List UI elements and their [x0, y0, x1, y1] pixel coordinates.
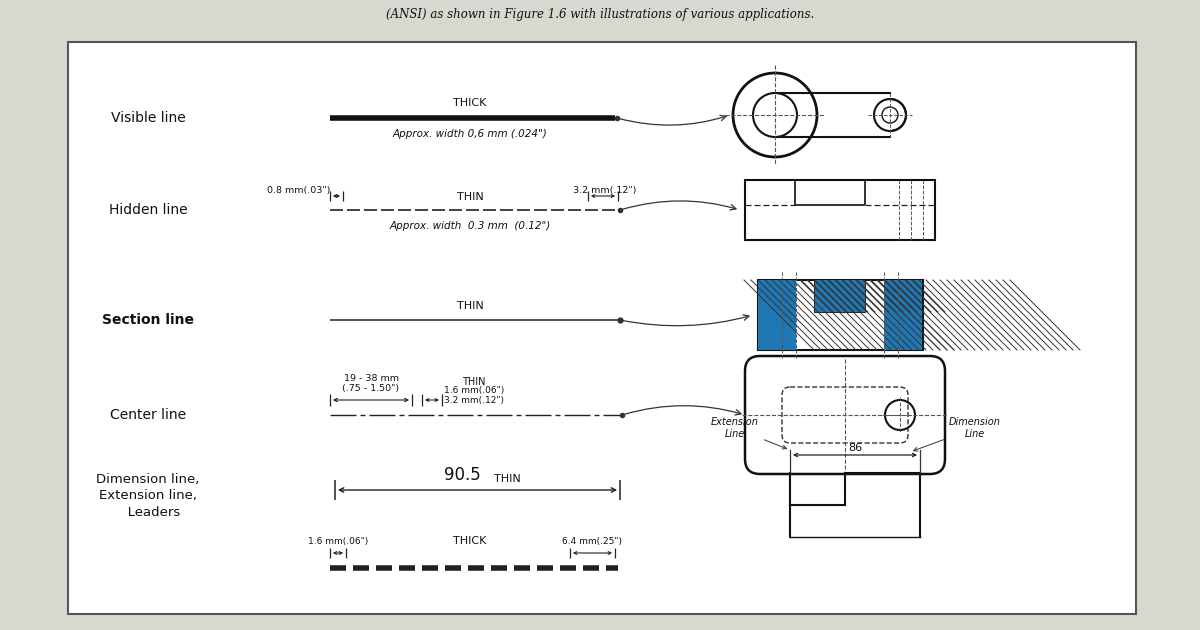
Text: Extension
Line: Extension Line	[712, 418, 786, 449]
Bar	[815, 280, 865, 312]
Text: THIN: THIN	[494, 474, 521, 484]
FancyBboxPatch shape	[782, 387, 908, 443]
Text: 1.6 mm(.06"): 1.6 mm(.06")	[308, 537, 368, 546]
Text: Extension line,: Extension line,	[98, 488, 197, 501]
Text: 90.5: 90.5	[444, 466, 481, 484]
Bar	[758, 280, 796, 350]
Text: THIN: THIN	[462, 377, 486, 387]
Text: Dimension
Line: Dimension Line	[913, 418, 1001, 451]
Bar	[815, 280, 865, 312]
Bar	[745, 180, 935, 240]
Text: Section line: Section line	[102, 313, 194, 327]
Text: Dimension line,: Dimension line,	[96, 474, 199, 486]
Bar	[68, 42, 1136, 614]
Text: Center line: Center line	[110, 408, 186, 422]
Text: Visible line: Visible line	[110, 111, 185, 125]
Text: 6.4 mm(.25"): 6.4 mm(.25")	[563, 537, 623, 546]
Text: THIN: THIN	[457, 192, 484, 202]
Text: 19 - 38 mm
(.75 - 1.50"): 19 - 38 mm (.75 - 1.50")	[342, 374, 400, 393]
Text: Hidden line: Hidden line	[109, 203, 187, 217]
Bar	[758, 280, 923, 350]
Text: THICK: THICK	[454, 536, 487, 546]
Bar	[884, 280, 922, 350]
Text: (ANSI) as shown in Figure 1.6 with illustrations of various applications.: (ANSI) as shown in Figure 1.6 with illus…	[386, 8, 814, 21]
Text: THICK: THICK	[454, 98, 487, 108]
Text: Approx. width 0,6 mm (.024"): Approx. width 0,6 mm (.024")	[392, 129, 547, 139]
Text: Approx. width  0.3 mm  (0.12"): Approx. width 0.3 mm (0.12")	[389, 221, 551, 231]
Text: Leaders: Leaders	[115, 505, 181, 518]
Text: 3.2 mm(.12"): 3.2 mm(.12")	[444, 396, 504, 405]
Text: 0.8 mm(.03"): 0.8 mm(.03")	[266, 185, 334, 195]
Text: 3.2 mm(.12"): 3.2 mm(.12")	[574, 185, 637, 195]
Text: 86: 86	[848, 443, 862, 453]
Text: THIN: THIN	[457, 301, 484, 311]
Text: 1.6 mm(.06"): 1.6 mm(.06")	[444, 386, 504, 395]
FancyBboxPatch shape	[745, 356, 946, 474]
